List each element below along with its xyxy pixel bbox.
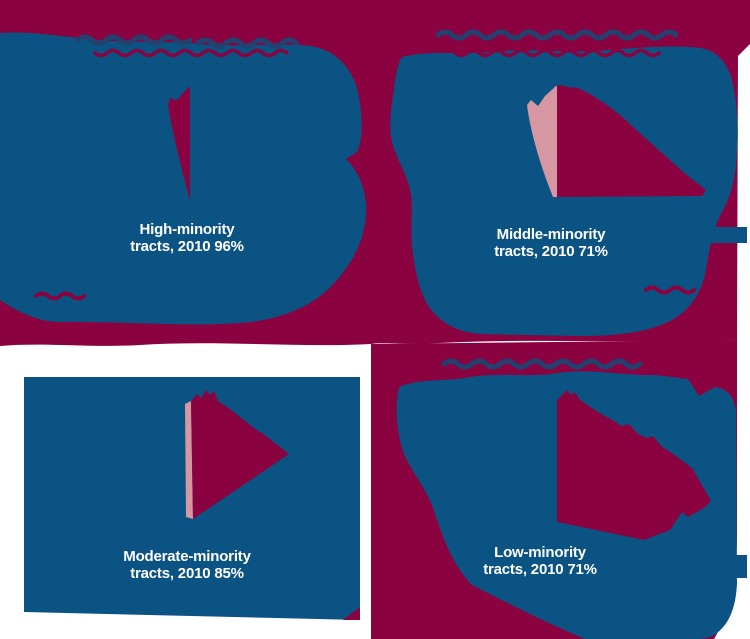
pie-label-line2: tracts, 2010 71% [494, 243, 608, 260]
illegible-squiggle-lower-right-of-top-right-pie [644, 285, 696, 295]
illegible-subtitle-squiggle-top-right [453, 48, 661, 58]
pie-label-high-minority: High-minority tracts, 2010 96% [130, 221, 244, 255]
illegible-title-squiggle-bottom-right [441, 358, 643, 370]
pie-label-line2: tracts, 2010 71% [483, 561, 597, 578]
pie-label-line1: Moderate-minority [123, 548, 251, 565]
pie-label-moderate-minority: Moderate-minority tracts, 2010 85% [123, 548, 251, 582]
pie-label-line1: Middle-minority [496, 226, 606, 243]
pie-blob-high-minority [0, 32, 367, 325]
wedge-high-minority [168, 86, 190, 201]
pie-label-middle-minority: Middle-minority tracts, 2010 71% [494, 226, 608, 260]
pink-sliver-moderate-minority [185, 401, 193, 519]
illegible-title-squiggle-top-left [75, 34, 299, 49]
right-edge-tab-top [703, 227, 747, 243]
pie-label-line2: tracts, 2010 96% [130, 238, 244, 255]
pie-label-low-minority: Low-minority tracts, 2010 71% [483, 544, 597, 578]
wedge-low-minority [557, 390, 711, 540]
right-edge-tab-bottom [703, 555, 747, 578]
illegible-title-squiggle-top-right [435, 29, 679, 41]
rect-corner-notch [343, 607, 360, 620]
illegible-subtitle-squiggle-top-left [93, 48, 289, 58]
pie-label-line2: tracts, 2010 85% [130, 565, 244, 582]
pink-sliver-middle-minority [527, 86, 557, 197]
illegible-squiggle-lower-left-of-top-left-pie [34, 291, 86, 301]
pie-label-line1: Low-minority [494, 544, 586, 561]
pie-label-line1: High-minority [139, 221, 235, 238]
wedge-middle-minority [557, 85, 706, 197]
wedge-moderate-minority [191, 390, 289, 519]
